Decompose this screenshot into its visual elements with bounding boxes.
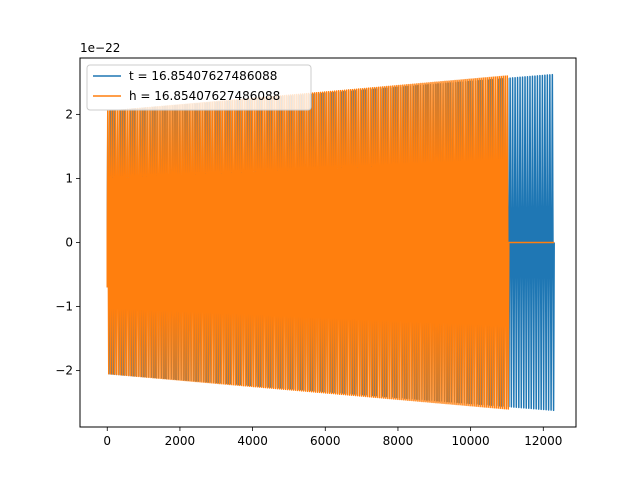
legend: t = 16.85407627486088 h = 16.854076274860… — [86, 64, 312, 111]
x-tick-label: 12000 — [524, 434, 562, 448]
series-line-2 — [106, 75, 555, 410]
y-tick-label: 0 — [65, 236, 73, 250]
y-tick-label: 2 — [65, 107, 73, 121]
legend-label-1: t = 16.85407627486088 — [129, 69, 277, 83]
x-tick-label: 8000 — [383, 434, 414, 448]
x-tick-label: 2000 — [165, 434, 196, 448]
legend-label-2: h = 16.85407627486088 — [129, 89, 280, 103]
y-tick-label: −1 — [55, 300, 73, 314]
series-layer — [106, 73, 555, 412]
x-tick-label: 10000 — [452, 434, 490, 448]
legend-box — [86, 64, 312, 111]
y-axis: −2 −1 0 1 2 — [55, 107, 80, 378]
y-tick-label: −2 — [55, 364, 73, 378]
y-offset-label: 1e−22 — [80, 41, 120, 55]
x-tick-label: 6000 — [310, 434, 341, 448]
x-tick-label: 4000 — [237, 434, 268, 448]
x-tick-label: 0 — [103, 434, 111, 448]
y-tick-label: 1 — [65, 171, 73, 185]
x-axis: 0 2000 4000 6000 8000 10000 12000 — [103, 427, 562, 448]
